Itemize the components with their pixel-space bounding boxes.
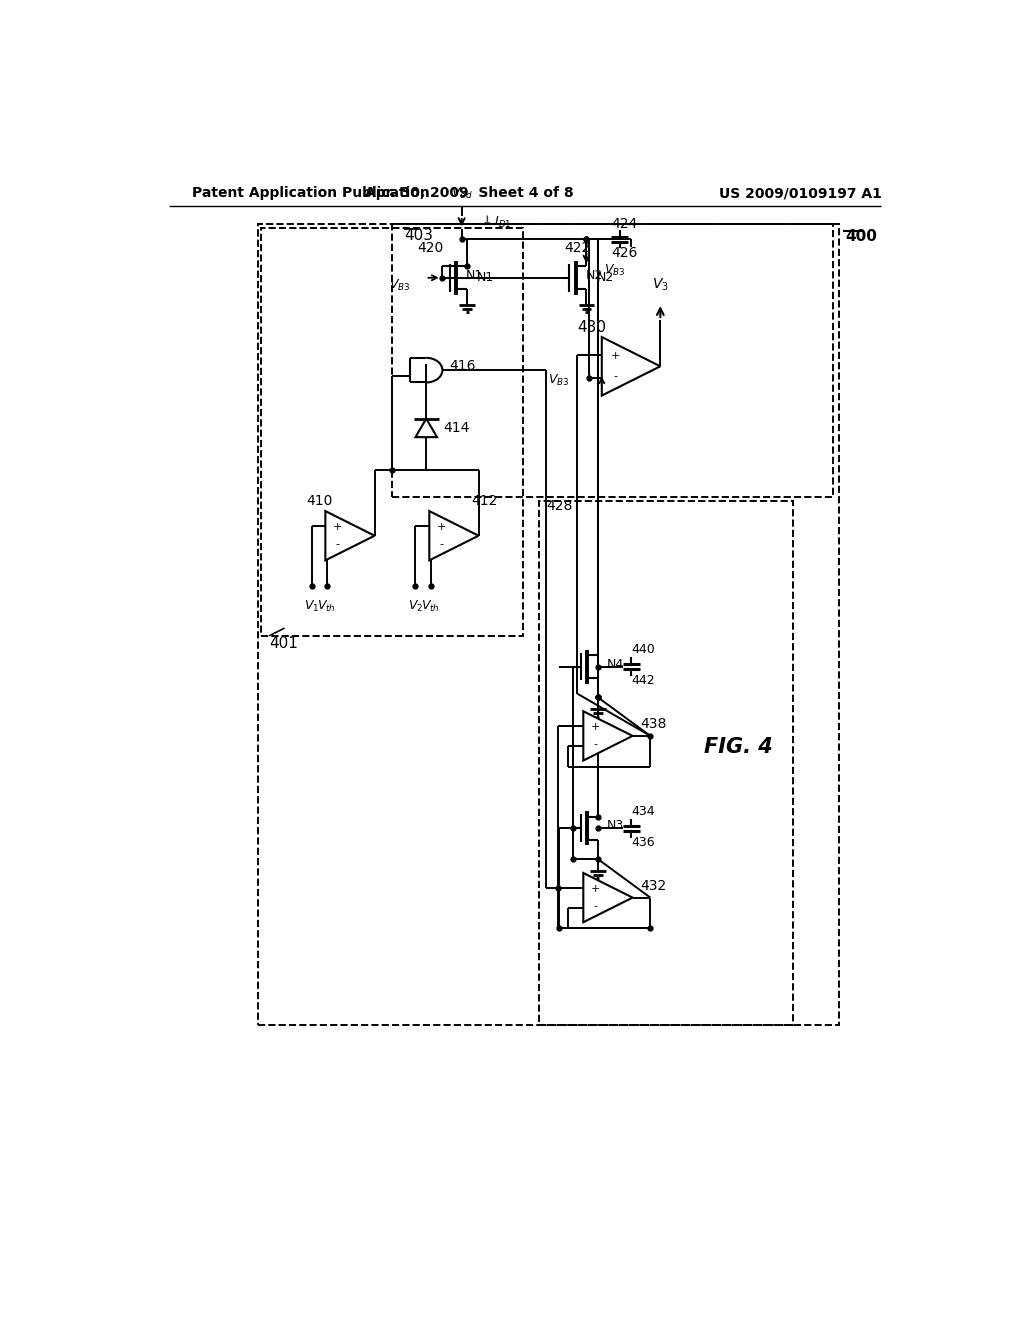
Text: $V_{B3}$: $V_{B3}$ <box>548 372 569 388</box>
Text: Patent Application Publication: Patent Application Publication <box>193 186 430 201</box>
Text: $V_{B3}$: $V_{B3}$ <box>389 279 410 293</box>
Text: N2: N2 <box>586 269 603 282</box>
Bar <box>392 224 833 498</box>
Text: 438: 438 <box>640 717 667 731</box>
Polygon shape <box>416 418 437 437</box>
Text: -: - <box>593 902 597 911</box>
Text: $V_2$: $V_2$ <box>408 599 423 614</box>
Text: US 2009/0109197 A1: US 2009/0109197 A1 <box>719 186 882 201</box>
Text: $V_3$: $V_3$ <box>652 277 669 293</box>
Text: N3: N3 <box>607 820 625 833</box>
Text: N1: N1 <box>466 269 483 282</box>
Bar <box>539 502 793 1024</box>
Text: +: + <box>591 884 600 894</box>
Text: 426: 426 <box>611 246 637 260</box>
Text: -: - <box>613 371 617 381</box>
Text: 442: 442 <box>631 675 654 686</box>
Text: $V_{th}$: $V_{th}$ <box>317 599 336 614</box>
Text: -: - <box>439 540 443 549</box>
Text: 434: 434 <box>631 805 654 818</box>
Text: 440: 440 <box>631 643 654 656</box>
Text: $V_1$: $V_1$ <box>304 599 319 614</box>
Text: N4: N4 <box>607 657 625 671</box>
Text: 416: 416 <box>450 359 476 372</box>
Polygon shape <box>326 511 375 561</box>
Text: 412: 412 <box>472 494 498 508</box>
Text: 401: 401 <box>269 636 298 651</box>
Bar <box>261 228 523 636</box>
Text: 424: 424 <box>611 216 637 231</box>
Text: $\downarrow I_{D1}$: $\downarrow I_{D1}$ <box>478 214 511 231</box>
Polygon shape <box>584 711 633 760</box>
Text: $V_{B3}$: $V_{B3}$ <box>604 263 626 277</box>
Bar <box>258 224 839 1024</box>
Text: N2: N2 <box>596 271 613 284</box>
Polygon shape <box>602 337 660 396</box>
Text: +: + <box>333 523 342 532</box>
Text: -: - <box>593 739 597 750</box>
Text: N1: N1 <box>477 271 495 284</box>
Text: 428: 428 <box>547 499 572 512</box>
Text: $V_{dd}$: $V_{dd}$ <box>451 186 472 201</box>
Text: 420: 420 <box>418 242 444 256</box>
Text: Apr. 30, 2009  Sheet 4 of 8: Apr. 30, 2009 Sheet 4 of 8 <box>365 186 573 201</box>
Text: $V_{th}$: $V_{th}$ <box>422 599 440 614</box>
Text: 422: 422 <box>564 242 590 256</box>
Polygon shape <box>429 511 478 561</box>
Polygon shape <box>584 873 633 923</box>
Text: 430: 430 <box>578 321 606 335</box>
Text: 432: 432 <box>640 879 667 894</box>
Text: +: + <box>591 722 600 733</box>
Text: 400: 400 <box>845 230 877 244</box>
Text: +: + <box>611 351 621 362</box>
Text: +: + <box>436 523 445 532</box>
Text: -: - <box>335 540 339 549</box>
Text: 414: 414 <box>443 421 470 434</box>
Text: 403: 403 <box>403 227 433 243</box>
Text: 410: 410 <box>306 494 333 508</box>
Text: 436: 436 <box>631 836 654 849</box>
Text: FIG. 4: FIG. 4 <box>705 738 773 758</box>
